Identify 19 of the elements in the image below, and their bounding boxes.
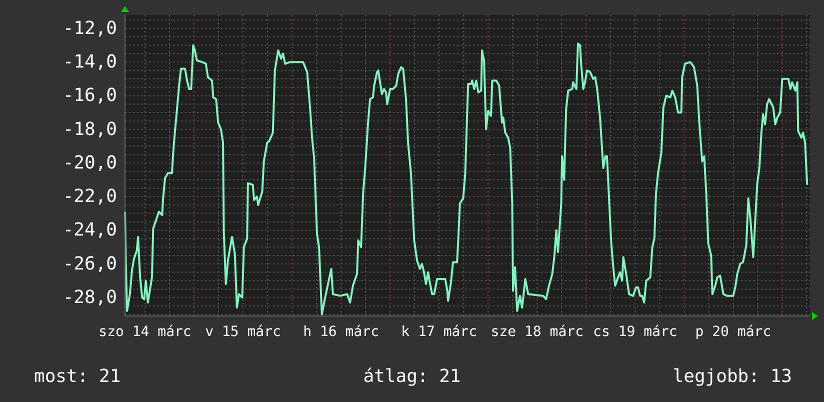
y-tick-label: -24,0 xyxy=(62,220,117,241)
x-tick-label: p 20 márc xyxy=(695,324,772,340)
x-tick-label: v 15 márc xyxy=(205,324,281,340)
y-tick-label: -16,0 xyxy=(62,85,117,106)
text: legjobb: 13 xyxy=(672,366,792,387)
y-tick-label: -20,0 xyxy=(62,152,117,174)
y-tick-label: -18,0 xyxy=(62,118,117,140)
y-tick-label: -22,0 xyxy=(62,186,117,208)
y-tick-label: -12,0 xyxy=(62,18,117,39)
text: átlag: 21 xyxy=(363,366,461,387)
text: most: 21 xyxy=(34,366,121,387)
x-tick-label: h 16 márc xyxy=(303,324,380,340)
x-tick-label: szo 14 márc xyxy=(98,324,192,340)
x-tick-label: k 17 márc xyxy=(401,324,478,340)
x-tick-label: sze 18 márc xyxy=(490,324,584,340)
y-tick-label: -14,0 xyxy=(62,52,117,73)
x-tick-label: cs 19 márc xyxy=(593,324,678,340)
y-tick-label: -28,0 xyxy=(62,287,117,308)
y-tick-label: -26,0 xyxy=(62,253,117,274)
